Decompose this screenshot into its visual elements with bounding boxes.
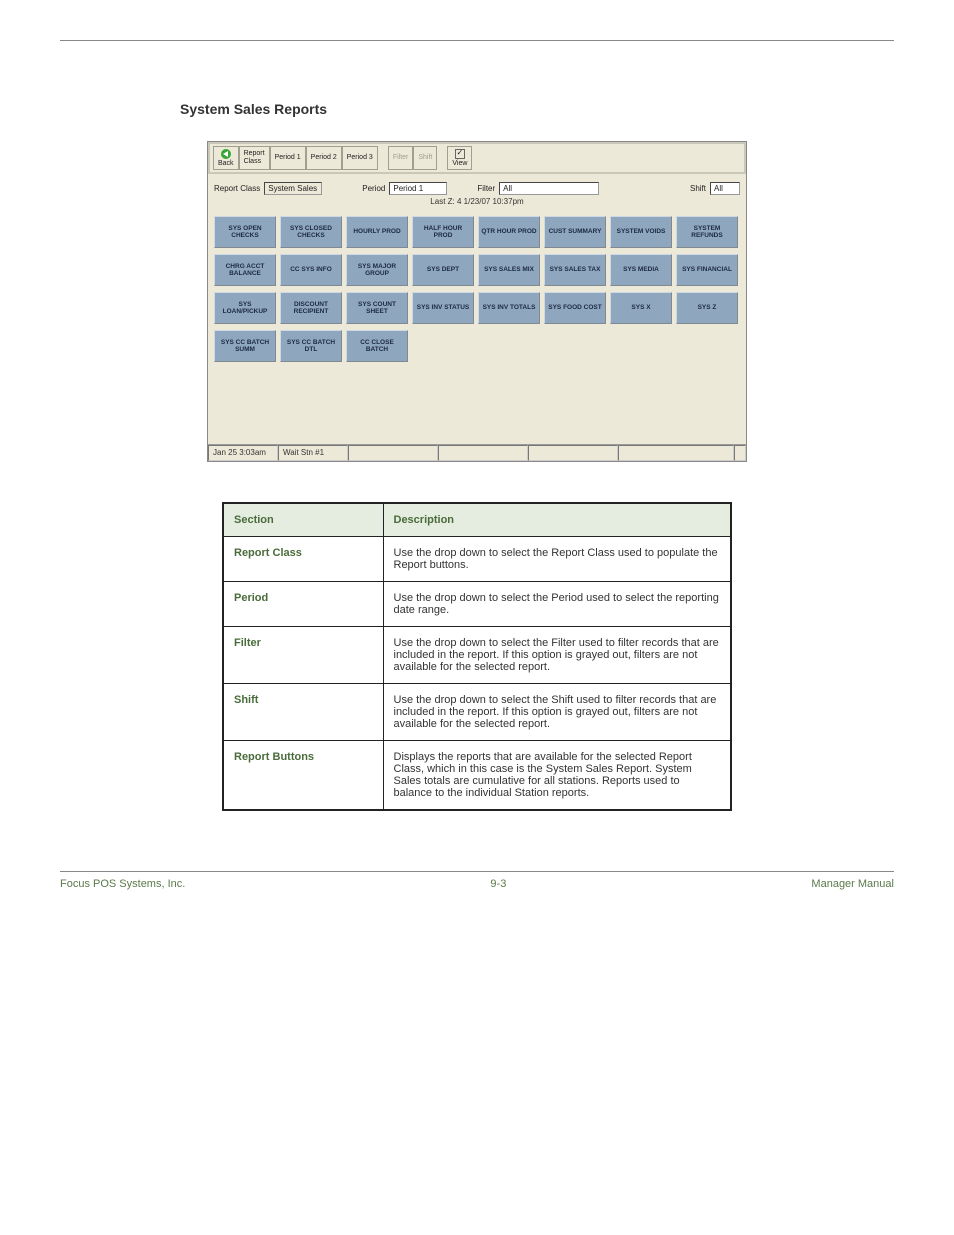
report-button[interactable]: SYS MAJOR GROUP — [346, 254, 408, 286]
table-cell-value: Use the drop down to select the Period u… — [383, 582, 731, 627]
last-z: Last Z: 4 1/23/07 10:37pm — [208, 197, 746, 206]
app-window: Back Report Class Period 1 Period 2 Peri… — [207, 141, 747, 462]
table-cell-value: Use the drop down to select the Filter u… — [383, 627, 731, 684]
report-button[interactable]: HALF HOUR PROD — [412, 216, 474, 248]
report-button[interactable]: SYS INV TOTALS — [478, 292, 540, 324]
status-empty1 — [348, 445, 438, 461]
report-button[interactable]: SYS CC BATCH DTL — [280, 330, 342, 362]
back-button[interactable]: Back — [213, 146, 239, 170]
report-class-select[interactable]: System Sales — [264, 182, 322, 195]
status-empty2 — [438, 445, 528, 461]
report-button[interactable]: SYS X — [610, 292, 672, 324]
table-row: Report ClassUse the drop down to select … — [223, 537, 731, 582]
page-footer: Focus POS Systems, Inc. 9-3 Manager Manu… — [60, 871, 894, 920]
period3-button[interactable]: Period 3 — [342, 146, 378, 170]
report-button[interactable]: HOURLY PROD — [346, 216, 408, 248]
report-button[interactable]: SYS INV STATUS — [412, 292, 474, 324]
table-row: ShiftUse the drop down to select the Shi… — [223, 684, 731, 741]
table-cell-value: Displays the reports that are available … — [383, 741, 731, 811]
shift-button: Shift — [413, 146, 437, 170]
shift-select[interactable]: All — [710, 182, 740, 195]
report-button[interactable]: SYS FINANCIAL — [676, 254, 738, 286]
report-button[interactable]: SYS CLOSED CHECKS — [280, 216, 342, 248]
report-button[interactable]: CHRG ACCT BALANCE — [214, 254, 276, 286]
status-station: Wait Stn #1 — [278, 445, 348, 461]
report-button[interactable]: SYS FOOD COST — [544, 292, 606, 324]
view-label: View — [452, 160, 467, 168]
filter-label: Filter — [477, 184, 495, 193]
report-button[interactable]: CC SYS INFO — [280, 254, 342, 286]
table-cell-key: Report Buttons — [223, 741, 383, 811]
table-cell-key: Report Class — [223, 537, 383, 582]
period1-button[interactable]: Period 1 — [270, 146, 306, 170]
status-empty4 — [618, 445, 734, 461]
report-button[interactable]: SYS SALES MIX — [478, 254, 540, 286]
report-button[interactable]: SYS Z — [676, 292, 738, 324]
filter-button: Filter — [388, 146, 414, 170]
status-time: Jan 25 3:03am — [208, 445, 278, 461]
back-label: Back — [218, 160, 234, 168]
status-bar: Jan 25 3:03am Wait Stn #1 — [208, 444, 746, 461]
back-icon — [221, 149, 231, 159]
status-empty3 — [528, 445, 618, 461]
report-button[interactable]: SYS MEDIA — [610, 254, 672, 286]
table-row: FilterUse the drop down to select the Fi… — [223, 627, 731, 684]
report-class-label: Report Class — [214, 184, 260, 193]
check-icon: ✓ — [455, 149, 465, 159]
top-rule — [60, 40, 894, 41]
status-grip — [734, 445, 746, 461]
table-cell-value: Use the drop down to select the Report C… — [383, 537, 731, 582]
table-row: PeriodUse the drop down to select the Pe… — [223, 582, 731, 627]
table-header-section: Section — [223, 503, 383, 537]
report-button[interactable]: SYSTEM VOIDS — [610, 216, 672, 248]
filter-select[interactable]: All — [499, 182, 599, 195]
table-header-description: Description — [383, 503, 731, 537]
table-cell-value: Use the drop down to select the Shift us… — [383, 684, 731, 741]
report-button[interactable]: SYSTEM REFUNDS — [676, 216, 738, 248]
report-class-button[interactable]: Report Class — [239, 146, 270, 170]
report-button[interactable]: SYS DEPT — [412, 254, 474, 286]
shift-label: Shift — [690, 184, 706, 193]
report-button[interactable]: SYS LOAN/PICKUP — [214, 292, 276, 324]
table-cell-key: Filter — [223, 627, 383, 684]
report-button[interactable]: DISCOUNT RECIPIENT — [280, 292, 342, 324]
period-select[interactable]: Period 1 — [389, 182, 447, 195]
period2-button[interactable]: Period 2 — [306, 146, 342, 170]
report-button[interactable]: CUST SUMMARY — [544, 216, 606, 248]
table-cell-key: Period — [223, 582, 383, 627]
footer-right: Manager Manual — [811, 878, 894, 890]
filter-row: Report Class System Sales Period Period … — [208, 174, 746, 199]
table-row: Report ButtonsDisplays the reports that … — [223, 741, 731, 811]
toolbar: Back Report Class Period 1 Period 2 Peri… — [208, 142, 746, 174]
table-cell-key: Shift — [223, 684, 383, 741]
report-button[interactable]: CC CLOSE BATCH — [346, 330, 408, 362]
report-button[interactable]: SYS CC BATCH SUMM — [214, 330, 276, 362]
report-button[interactable]: SYS SALES TAX — [544, 254, 606, 286]
period-label: Period — [362, 184, 385, 193]
view-button[interactable]: ✓ View — [447, 146, 472, 170]
section-title: System Sales Reports — [180, 101, 894, 117]
footer-left: Focus POS Systems, Inc. — [60, 878, 185, 890]
description-table: Section Description Report ClassUse the … — [222, 502, 732, 811]
report-button[interactable]: QTR HOUR PROD — [478, 216, 540, 248]
report-button-grid: SYS OPEN CHECKSSYS CLOSED CHECKSHOURLY P… — [208, 210, 746, 374]
report-button[interactable]: SYS COUNT SHEET — [346, 292, 408, 324]
report-button[interactable]: SYS OPEN CHECKS — [214, 216, 276, 248]
footer-center: 9-3 — [490, 878, 506, 890]
